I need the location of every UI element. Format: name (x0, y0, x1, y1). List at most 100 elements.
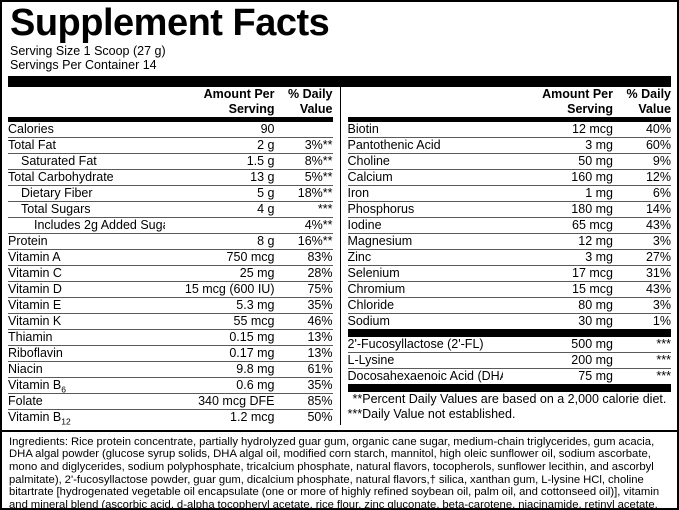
left-header-dv-line1: % Daily (288, 86, 333, 101)
table-row: Zinc 3 mg 27% (347, 248, 671, 266)
nutrient-daily-value: 13% (274, 328, 333, 346)
right-header-dv: % Daily Value (613, 87, 671, 117)
nutrient-amount: 5.3 mg (164, 296, 275, 314)
page-title: Supplement Facts (10, 2, 330, 44)
nutrient-amount: 17 mcg (503, 264, 613, 282)
right-separator-bar-2 (347, 383, 671, 392)
nutrient-amount: 500 mg (571, 336, 613, 351)
footnote-percent-dv: **Percent Daily Values are based on a 2,… (352, 391, 667, 406)
nutrient-daily-value: 5%** (274, 168, 333, 186)
nutrient-name: Chromium (347, 280, 503, 298)
table-row: Riboflavin 0.17 mg 13% (8, 344, 333, 362)
nutrient-name: Vitamin B12 (8, 408, 165, 425)
nutrient-name: Phosphorus (347, 200, 503, 218)
table-row: Total Sugars 4 g *** (8, 200, 333, 218)
nutrient-name: Includes 2g Added Sugars (8, 216, 165, 234)
nutrient-name: Docosahexaenoic Acid (DHA) (347, 367, 503, 384)
nutrient-daily-value: 4%** (274, 216, 333, 234)
table-row: L-Lysine 200 mg *** (347, 351, 671, 369)
left-header-dv-line2: Value (299, 101, 333, 116)
nutrient-daily-value: 60% (613, 136, 671, 154)
nutrient-amount: 1.5 g (164, 152, 275, 170)
right-separator-bar-1 (347, 328, 671, 337)
ingredients-text: Ingredients: Rice protein concentrate, p… (9, 435, 660, 510)
nutrient-name: Calories (8, 121, 54, 136)
nutrient-name: Vitamin K (8, 312, 165, 330)
nutrient-daily-value: 43% (613, 280, 671, 298)
nutrient-daily-value: 46% (274, 312, 333, 330)
table-row: Vitamin A 750 mcg 83% (8, 248, 333, 266)
nutrient-daily-value: 43% (613, 216, 671, 234)
nutrient-amount: 0.6 mg (164, 376, 275, 394)
nutrient-amount: 2 g (164, 136, 275, 154)
nutrient-amount: 9.8 mg (164, 360, 275, 378)
left-column-header-row: Amount Per Serving % Daily Value (8, 87, 333, 117)
nutrient-amount: 8 g (164, 232, 275, 250)
nutrient-amount: 160 mg (503, 168, 613, 186)
nutrient-amount: 15 mcg (503, 280, 613, 298)
table-row: Vitamin E 5.3 mg 35% (8, 296, 333, 314)
nutrient-name: Dietary Fiber (8, 184, 165, 202)
nutrient-daily-value: 40% (645, 121, 671, 136)
nutrient-daily-value: *** (613, 351, 671, 369)
nutrient-name: Total Carbohydrate (8, 168, 165, 186)
table-row: Vitamin B6 0.6 mg 35% (8, 376, 333, 394)
nutrient-amount: 0.17 mg (164, 344, 275, 362)
right-extra-rows: 2'-Fucosyllactose (2'-FL) 500 mg *** L-Lysi… (347, 336, 671, 384)
nutrient-daily-value: 9% (613, 152, 671, 170)
nutrient-name: Protein (8, 232, 165, 250)
nutrient-name: Vitamin C (8, 264, 165, 282)
table-row: Pantothenic Acid 3 mg 60% (347, 136, 671, 154)
table-row: Vitamin C 25 mg 28% (8, 264, 333, 282)
nutrient-amount: 1.2 mcg (164, 408, 275, 425)
nutrient-name: Iron (347, 184, 503, 202)
left-header-dv: % Daily Value (275, 86, 333, 117)
nutrient-name: Riboflavin (8, 344, 165, 362)
right-nutrient-table: Amount Per Serving % Daily Value (348, 86, 671, 117)
right-column-header-row: Amount Per Serving % Daily Value (348, 86, 671, 117)
nutrient-amount: 200 mg (503, 351, 613, 369)
nutrient-daily-value: 6% (613, 184, 671, 202)
left-nutrient-table: Amount Per Serving % Daily Value (8, 87, 333, 117)
left-nutrient-rows: Calories 90 Total Fat 2 g 3%** Saturated Fat 1… (8, 122, 333, 425)
nutrient-daily-value: 3% (613, 296, 671, 314)
table-row: Total Carbohydrate 13 g 5%** (8, 168, 333, 186)
nutrient-name: Zinc (347, 248, 503, 266)
nutrient-name: Magnesium (347, 232, 503, 250)
nutrient-amount: 30 mg (503, 312, 613, 329)
nutrient-amount (164, 216, 275, 234)
table-row: Saturated Fat 1.5 g 8%** (8, 152, 333, 170)
nutrient-daily-value: *** (656, 336, 671, 351)
nutrient-name: Saturated Fat (8, 152, 165, 170)
nutrient-name: Thiamin (8, 328, 165, 346)
title-block: Supplement Facts Serving Size 1 Scoop (2… (2, 2, 677, 72)
left-header-amount-line1: Amount Per (203, 86, 275, 101)
nutrient-amount: 50 mg (503, 152, 613, 170)
right-nutrient-rows: Biotin 12 mcg 40% Pantothenic Acid 3 mg 60% Ch… (347, 121, 671, 329)
nutrient-daily-value: 35% (274, 296, 333, 314)
right-header-dv-line1: % Daily (626, 86, 671, 101)
nutrient-amount: 80 mg (503, 296, 613, 314)
table-row: Niacin 9.8 mg 61% (8, 360, 333, 378)
table-row: Includes 2g Added Sugars 4%** (8, 216, 333, 234)
nutrient-amount: 4 g (164, 200, 275, 218)
nutrient-name: Pantothenic Acid (347, 136, 503, 154)
nutrient-daily-value: 3%** (274, 136, 333, 154)
nutrient-amount: 340 mcg DFE (164, 392, 275, 410)
nutrient-amount: 750 mcg (164, 248, 275, 266)
nutrient-daily-value: 3% (613, 232, 671, 250)
nutrient-name: Folate (8, 392, 165, 410)
nutrient-daily-value: 75% (274, 280, 333, 298)
footnote-dv-not-established: ***Daily Value not established. (347, 406, 516, 421)
header-top-bar (8, 75, 671, 87)
table-row: Iodine 65 mcg 43% (347, 216, 671, 234)
nutrient-amount: 0.15 mg (164, 328, 275, 346)
table-row: Calcium 160 mg 12% (347, 168, 671, 186)
right-header-amount-line1: Amount Per (542, 86, 613, 101)
nutrient-daily-value: 28% (274, 264, 333, 282)
nutrient-name-subscript: 12 (61, 416, 71, 425)
table-row: Total Fat 2 g 3%** (8, 136, 333, 154)
nutrient-daily-value: *** (274, 200, 333, 218)
nutrient-amount: 3 mg (503, 248, 613, 266)
